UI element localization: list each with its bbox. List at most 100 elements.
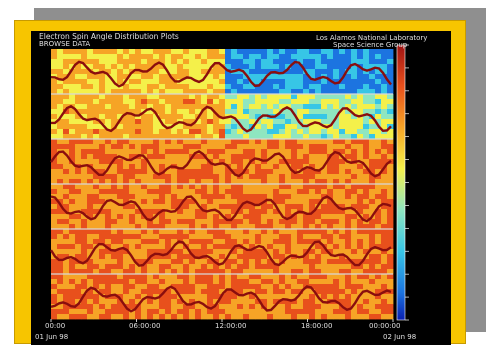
heatmap-cell — [93, 129, 100, 135]
heatmap-cell — [315, 89, 322, 95]
heatmap-cell — [99, 59, 106, 65]
heatmap-cell — [249, 214, 256, 220]
heatmap-cell — [369, 79, 376, 85]
heatmap-cell — [165, 144, 172, 150]
heatmap-cell — [147, 239, 154, 245]
heatmap-cell — [291, 164, 298, 170]
heatmap-cell — [333, 99, 340, 105]
heatmap-cell — [375, 99, 382, 105]
heatmap-cell — [303, 109, 310, 115]
heatmap-cell — [135, 94, 142, 100]
heatmap-cell — [231, 264, 238, 270]
heatmap-cell — [69, 59, 76, 65]
heatmap-cell — [309, 259, 316, 265]
heatmap-cell — [375, 209, 382, 215]
heatmap-cell — [261, 184, 268, 190]
heatmap-cell — [141, 89, 148, 95]
heatmap-cell — [117, 244, 124, 250]
heatmap-cell — [249, 164, 256, 170]
heatmap-cell — [135, 269, 142, 275]
heatmap-cell — [291, 179, 298, 185]
heatmap-cell — [111, 189, 118, 195]
heatmap-cell — [315, 139, 322, 145]
heatmap-cell — [357, 144, 364, 150]
heatmap-cell — [105, 274, 112, 280]
heatmap-cell — [87, 289, 94, 295]
heatmap-cell — [255, 229, 262, 235]
heatmap-cell — [219, 69, 226, 75]
heatmap-cell — [249, 194, 256, 200]
dense-band — [50, 195, 392, 223]
heatmap-cell — [267, 249, 274, 255]
heatmap-cell — [237, 289, 244, 295]
heatmap-cell — [243, 309, 250, 315]
heatmap-cell — [291, 289, 298, 295]
heatmap-cell — [165, 219, 172, 225]
heatmap-cell — [69, 124, 76, 130]
heatmap-cell — [333, 244, 340, 250]
heatmap-cell — [225, 284, 232, 290]
heatmap-cell — [291, 304, 298, 310]
heatmap-cell — [195, 269, 202, 275]
heatmap-cell — [381, 79, 388, 85]
heatmap-cell — [201, 204, 208, 210]
heatmap-cell — [87, 89, 94, 95]
heatmap-cell — [225, 134, 232, 140]
heatmap-cell — [189, 169, 196, 175]
heatmap-cell — [273, 89, 280, 95]
heatmap-cell — [147, 224, 154, 230]
heatmap-cell — [279, 119, 286, 125]
heatmap-cell — [369, 219, 376, 225]
heatmap-cell — [303, 59, 310, 65]
heatmap-cell — [213, 304, 220, 310]
heatmap-cell — [291, 199, 298, 205]
heatmap-cell — [57, 99, 64, 105]
heatmap-cell — [219, 129, 226, 135]
heatmap-cell — [261, 219, 268, 225]
heatmap-cell — [351, 214, 358, 220]
heatmap-cell — [315, 269, 322, 275]
heatmap-cell — [111, 84, 118, 90]
heatmap-cell — [189, 84, 196, 90]
heatmap-cell — [339, 99, 346, 105]
heatmap-cell — [261, 134, 268, 140]
heatmap-cell — [201, 199, 208, 205]
heatmap-cell — [321, 109, 328, 115]
heatmap-cell — [369, 269, 376, 275]
heatmap-cell — [219, 99, 226, 105]
heatmap-cell — [387, 134, 394, 140]
heatmap-cell — [207, 49, 214, 55]
heatmap-cell — [261, 254, 268, 260]
x-footer-left: 01 Jun 98 — [35, 333, 69, 341]
heatmap-cell — [141, 204, 148, 210]
heatmap-cell — [213, 224, 220, 230]
heatmap-cell — [231, 139, 238, 145]
heatmap-cell — [339, 264, 346, 270]
heatmap-cell — [51, 79, 58, 85]
heatmap-cell — [291, 74, 298, 80]
heatmap-cell — [363, 104, 370, 110]
heatmap-cell — [189, 289, 196, 295]
heatmap-cell — [309, 284, 316, 290]
heatmap-cell — [57, 84, 64, 90]
heatmap-cell — [201, 224, 208, 230]
heatmap-cell — [63, 104, 70, 110]
heatmap-cell — [129, 234, 136, 240]
heatmap-cell — [171, 64, 178, 70]
heatmap-cell — [315, 299, 322, 305]
heatmap-cell — [303, 94, 310, 100]
heatmap-cell — [291, 249, 298, 255]
heatmap-cell — [141, 199, 148, 205]
heatmap-cell — [321, 264, 328, 270]
heatmap-cell — [153, 204, 160, 210]
heatmap-cell — [183, 254, 190, 260]
heatmap-cell — [273, 109, 280, 115]
heatmap-cell — [291, 184, 298, 190]
heatmap-cell — [357, 54, 364, 60]
heatmap-cell — [147, 84, 154, 90]
heatmap-cell — [309, 139, 316, 145]
heatmap-cell — [369, 294, 376, 300]
org-name: Los Alamos National Laboratory — [316, 34, 428, 42]
heatmap-cell — [237, 239, 244, 245]
heatmap-cell — [261, 224, 268, 230]
